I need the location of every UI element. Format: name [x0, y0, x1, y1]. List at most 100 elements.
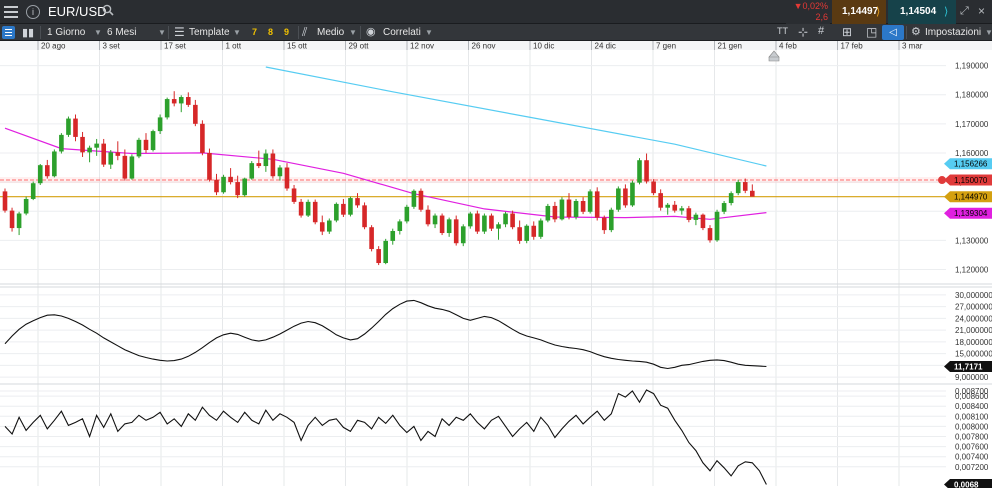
close-icon[interactable]: ×: [978, 4, 986, 18]
candle-body: [207, 152, 212, 180]
top-bar: i EUR/USD ▼0,02% 2,6 1,14497 ⟩ 1,14504 ⟩…: [0, 0, 992, 24]
candle-body: [193, 104, 198, 124]
settings-button[interactable]: Impostazioni: [925, 27, 982, 38]
candle-body: [376, 249, 381, 264]
candle: [707, 225, 713, 243]
chart-area[interactable]: 20 ago 3 set 17 set 1 ott 15 ott 29 ott 12 nov…: [0, 41, 992, 488]
candle: [23, 196, 29, 216]
candle-body: [122, 155, 128, 179]
candle-body: [742, 182, 748, 191]
settings-caret-icon[interactable]: ▼: [985, 28, 992, 37]
expand-icon[interactable]: ⤢: [960, 5, 969, 17]
candle: [221, 174, 226, 194]
correlated-select[interactable]: Correlati: [383, 27, 421, 38]
period-caret-icon[interactable]: ▼: [94, 28, 102, 37]
candle-body: [242, 178, 247, 196]
candle-body: [319, 222, 325, 232]
candle: [242, 177, 247, 197]
price-label-box: [944, 207, 992, 219]
candle: [693, 212, 699, 226]
y-tick-label: 1,170000: [955, 120, 989, 129]
candle: [453, 215, 459, 246]
x-tick-label: 12 nov: [410, 42, 434, 51]
crosshair-icon[interactable]: ⊹: [798, 25, 809, 39]
range-select[interactable]: 6 Mesi: [107, 27, 137, 38]
candle-body: [425, 209, 431, 225]
candle-body: [735, 182, 741, 194]
change-box: ▼0,02% 2,6: [786, 0, 830, 24]
candle-body: [9, 210, 15, 229]
indicator-2-line: [4, 389, 767, 485]
y-tick-label: 21,000000: [955, 326, 992, 335]
candle-body: [482, 215, 487, 232]
layout-icon[interactable]: [2, 26, 15, 39]
medio-select[interactable]: Medio: [317, 27, 345, 38]
x-tick-label: 10 dic: [533, 42, 554, 51]
correlated-caret-icon[interactable]: ▼: [425, 28, 433, 37]
x-tick-label: 17 set: [164, 42, 187, 51]
candle-body: [263, 153, 269, 167]
candle-body: [623, 188, 628, 206]
candle-body: [136, 139, 142, 157]
candle: [200, 120, 205, 156]
medio-caret-icon[interactable]: ▼: [349, 28, 357, 37]
candle-body: [369, 227, 374, 250]
template-select[interactable]: Template: [189, 27, 230, 38]
bars-icon[interactable]: ▮▮: [22, 27, 35, 39]
candle: [214, 173, 219, 196]
settings-icon[interactable]: ⚙: [911, 26, 921, 38]
candle-body: [221, 176, 226, 193]
candle: [101, 138, 106, 167]
candle: [186, 92, 191, 107]
candle: [637, 158, 642, 185]
sell-price-button[interactable]: 1,14497 ⟩: [832, 0, 886, 24]
info-icon[interactable]: i: [26, 5, 40, 19]
quick-template-9[interactable]: 9: [284, 27, 290, 37]
candle: [2, 188, 8, 213]
candle: [482, 213, 487, 234]
candle: [489, 213, 494, 231]
candle: [510, 210, 515, 230]
candle-body: [2, 191, 8, 211]
candle: [334, 202, 339, 223]
candle: [298, 198, 304, 218]
y-tick-label: 1,160000: [955, 149, 989, 158]
candle-body: [59, 134, 64, 152]
candle: [630, 180, 635, 207]
period-select[interactable]: 1 Giorno: [47, 27, 86, 38]
multi-grid-icon[interactable]: ⊞: [842, 25, 853, 39]
tag-icon[interactable]: ◁: [882, 25, 904, 40]
candle: [700, 213, 706, 231]
candle: [355, 193, 360, 208]
y-tick-label: 18,000000: [955, 338, 992, 347]
search-icon[interactable]: [102, 4, 114, 16]
candle-body: [334, 203, 339, 221]
y-axis-strip: [946, 50, 992, 488]
text-tool-icon[interactable]: TT: [777, 26, 788, 36]
candle-body: [721, 203, 727, 212]
range-caret-icon[interactable]: ▼: [158, 28, 166, 37]
candle: [616, 186, 621, 212]
menu-icon[interactable]: [4, 6, 18, 18]
candle-body: [228, 176, 233, 183]
candle-body: [277, 167, 283, 177]
candle-body: [164, 99, 170, 118]
candle-body: [94, 143, 99, 148]
y-tick-label: 0,008400: [955, 402, 989, 411]
template-caret-icon[interactable]: ▼: [233, 28, 241, 37]
candle-body: [341, 203, 346, 215]
quick-template-7[interactable]: 7: [252, 27, 258, 37]
chart-background: [0, 41, 992, 488]
candle: [291, 184, 297, 204]
candle-body: [270, 153, 276, 177]
candle: [108, 150, 114, 169]
draw-tool-icon[interactable]: ◳: [866, 25, 878, 39]
quick-template-8[interactable]: 8: [268, 27, 274, 37]
candle: [580, 197, 586, 215]
buy-price-button[interactable]: 1,14504 ⟩: [888, 0, 956, 24]
candle: [439, 213, 445, 236]
price-label-text: 1,144970: [954, 193, 988, 202]
candle-body: [460, 226, 466, 244]
candle-body: [397, 221, 403, 231]
grid-icon[interactable]: #: [818, 25, 825, 37]
